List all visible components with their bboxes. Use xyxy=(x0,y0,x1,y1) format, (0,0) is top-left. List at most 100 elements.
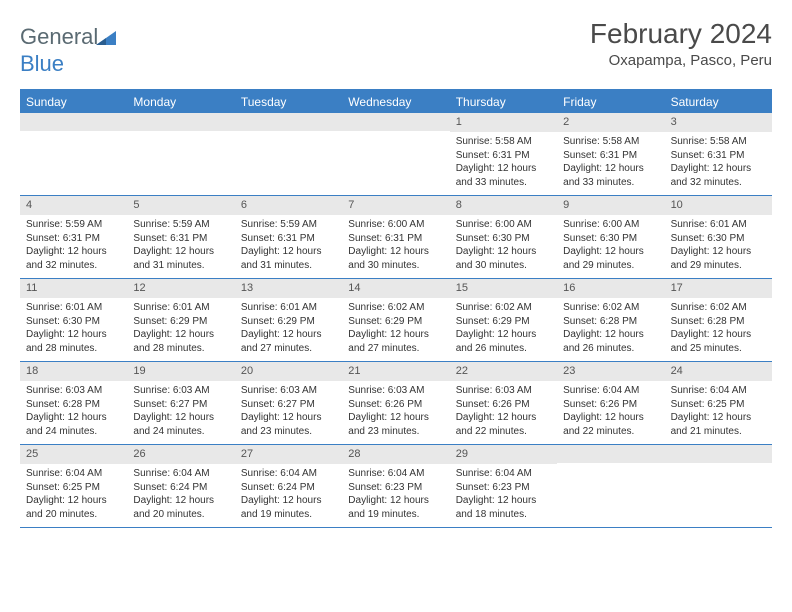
sunset-text: Sunset: 6:26 PM xyxy=(348,398,443,412)
day-content: Sunrise: 6:01 AMSunset: 6:29 PMDaylight:… xyxy=(127,298,234,359)
day-number: 22 xyxy=(450,362,557,381)
day-cell: 7Sunrise: 6:00 AMSunset: 6:31 PMDaylight… xyxy=(342,196,449,278)
brand-word-1: General xyxy=(20,24,98,49)
title-block: February 2024 Oxapampa, Pasco, Peru xyxy=(590,18,772,69)
day-header: Tuesday xyxy=(235,91,342,113)
day-header: Saturday xyxy=(665,91,772,113)
day-header: Thursday xyxy=(450,91,557,113)
day-number: 11 xyxy=(20,279,127,298)
day-cell: 11Sunrise: 6:01 AMSunset: 6:30 PMDayligh… xyxy=(20,279,127,361)
daylight-text: Daylight: 12 hours and 27 minutes. xyxy=(348,328,443,355)
day-cell: 19Sunrise: 6:03 AMSunset: 6:27 PMDayligh… xyxy=(127,362,234,444)
day-number: 9 xyxy=(557,196,664,215)
daylight-text: Daylight: 12 hours and 22 minutes. xyxy=(563,411,658,438)
day-cell xyxy=(342,113,449,195)
sunrise-text: Sunrise: 6:04 AM xyxy=(133,467,228,481)
sunrise-text: Sunrise: 6:04 AM xyxy=(26,467,121,481)
sunrise-text: Sunrise: 6:00 AM xyxy=(348,218,443,232)
daylight-text: Daylight: 12 hours and 32 minutes. xyxy=(26,245,121,272)
day-cell: 18Sunrise: 6:03 AMSunset: 6:28 PMDayligh… xyxy=(20,362,127,444)
sunset-text: Sunset: 6:28 PM xyxy=(671,315,766,329)
sunrise-text: Sunrise: 6:03 AM xyxy=(456,384,551,398)
day-content: Sunrise: 5:58 AMSunset: 6:31 PMDaylight:… xyxy=(665,132,772,193)
day-number: 29 xyxy=(450,445,557,464)
daylight-text: Daylight: 12 hours and 24 minutes. xyxy=(26,411,121,438)
day-cell: 6Sunrise: 5:59 AMSunset: 6:31 PMDaylight… xyxy=(235,196,342,278)
sunset-text: Sunset: 6:26 PM xyxy=(456,398,551,412)
day-cell: 10Sunrise: 6:01 AMSunset: 6:30 PMDayligh… xyxy=(665,196,772,278)
day-number: 24 xyxy=(665,362,772,381)
day-cell: 28Sunrise: 6:04 AMSunset: 6:23 PMDayligh… xyxy=(342,445,449,527)
day-content: Sunrise: 6:02 AMSunset: 6:28 PMDaylight:… xyxy=(665,298,772,359)
day-content: Sunrise: 6:04 AMSunset: 6:23 PMDaylight:… xyxy=(450,464,557,525)
calendar-page: GeneralBlue February 2024 Oxapampa, Pasc… xyxy=(0,0,792,538)
month-title: February 2024 xyxy=(590,18,772,50)
daylight-text: Daylight: 12 hours and 20 minutes. xyxy=(133,494,228,521)
sunset-text: Sunset: 6:28 PM xyxy=(26,398,121,412)
week-row: 18Sunrise: 6:03 AMSunset: 6:28 PMDayligh… xyxy=(20,362,772,445)
day-content: Sunrise: 6:02 AMSunset: 6:29 PMDaylight:… xyxy=(450,298,557,359)
daylight-text: Daylight: 12 hours and 30 minutes. xyxy=(456,245,551,272)
day-number: 3 xyxy=(665,113,772,132)
sunset-text: Sunset: 6:30 PM xyxy=(563,232,658,246)
day-number: 26 xyxy=(127,445,234,464)
brand-word-2: Blue xyxy=(20,51,64,76)
week-row: 11Sunrise: 6:01 AMSunset: 6:30 PMDayligh… xyxy=(20,279,772,362)
daylight-text: Daylight: 12 hours and 27 minutes. xyxy=(241,328,336,355)
day-content: Sunrise: 5:58 AMSunset: 6:31 PMDaylight:… xyxy=(557,132,664,193)
day-content: Sunrise: 6:03 AMSunset: 6:27 PMDaylight:… xyxy=(127,381,234,442)
sunset-text: Sunset: 6:31 PM xyxy=(456,149,551,163)
daylight-text: Daylight: 12 hours and 19 minutes. xyxy=(241,494,336,521)
day-number: 12 xyxy=(127,279,234,298)
day-cell: 27Sunrise: 6:04 AMSunset: 6:24 PMDayligh… xyxy=(235,445,342,527)
sunset-text: Sunset: 6:28 PM xyxy=(563,315,658,329)
sunrise-text: Sunrise: 6:01 AM xyxy=(671,218,766,232)
brand-text: GeneralBlue xyxy=(20,24,116,77)
day-cell xyxy=(127,113,234,195)
sunset-text: Sunset: 6:24 PM xyxy=(133,481,228,495)
sunset-text: Sunset: 6:31 PM xyxy=(348,232,443,246)
sunrise-text: Sunrise: 6:04 AM xyxy=(241,467,336,481)
sunset-text: Sunset: 6:31 PM xyxy=(26,232,121,246)
day-number: 7 xyxy=(342,196,449,215)
daylight-text: Daylight: 12 hours and 26 minutes. xyxy=(563,328,658,355)
sunrise-text: Sunrise: 6:00 AM xyxy=(563,218,658,232)
header: GeneralBlue February 2024 Oxapampa, Pasc… xyxy=(20,18,772,77)
sunrise-text: Sunrise: 5:58 AM xyxy=(456,135,551,149)
sunrise-text: Sunrise: 6:04 AM xyxy=(456,467,551,481)
sunset-text: Sunset: 6:29 PM xyxy=(241,315,336,329)
sunrise-text: Sunrise: 5:58 AM xyxy=(563,135,658,149)
sunset-text: Sunset: 6:23 PM xyxy=(348,481,443,495)
day-number: 6 xyxy=(235,196,342,215)
daylight-text: Daylight: 12 hours and 31 minutes. xyxy=(241,245,336,272)
sunrise-text: Sunrise: 6:04 AM xyxy=(563,384,658,398)
day-content: Sunrise: 6:03 AMSunset: 6:26 PMDaylight:… xyxy=(342,381,449,442)
daylight-text: Daylight: 12 hours and 32 minutes. xyxy=(671,162,766,189)
sunset-text: Sunset: 6:24 PM xyxy=(241,481,336,495)
empty-day-number xyxy=(557,445,664,463)
day-number: 21 xyxy=(342,362,449,381)
day-content: Sunrise: 6:01 AMSunset: 6:30 PMDaylight:… xyxy=(20,298,127,359)
day-number: 13 xyxy=(235,279,342,298)
day-cell xyxy=(557,445,664,527)
day-cell: 9Sunrise: 6:00 AMSunset: 6:30 PMDaylight… xyxy=(557,196,664,278)
day-cell: 1Sunrise: 5:58 AMSunset: 6:31 PMDaylight… xyxy=(450,113,557,195)
empty-day-number xyxy=(20,113,127,131)
day-number: 25 xyxy=(20,445,127,464)
day-number: 23 xyxy=(557,362,664,381)
sunset-text: Sunset: 6:23 PM xyxy=(456,481,551,495)
sunrise-text: Sunrise: 6:04 AM xyxy=(671,384,766,398)
day-content: Sunrise: 6:04 AMSunset: 6:24 PMDaylight:… xyxy=(127,464,234,525)
empty-day-number xyxy=(342,113,449,131)
sunset-text: Sunset: 6:29 PM xyxy=(133,315,228,329)
daylight-text: Daylight: 12 hours and 28 minutes. xyxy=(26,328,121,355)
sunrise-text: Sunrise: 6:04 AM xyxy=(348,467,443,481)
day-number: 5 xyxy=(127,196,234,215)
day-cell: 23Sunrise: 6:04 AMSunset: 6:26 PMDayligh… xyxy=(557,362,664,444)
sunrise-text: Sunrise: 6:03 AM xyxy=(348,384,443,398)
day-cell: 12Sunrise: 6:01 AMSunset: 6:29 PMDayligh… xyxy=(127,279,234,361)
day-number: 19 xyxy=(127,362,234,381)
daylight-text: Daylight: 12 hours and 25 minutes. xyxy=(671,328,766,355)
day-number: 8 xyxy=(450,196,557,215)
day-content: Sunrise: 6:01 AMSunset: 6:30 PMDaylight:… xyxy=(665,215,772,276)
